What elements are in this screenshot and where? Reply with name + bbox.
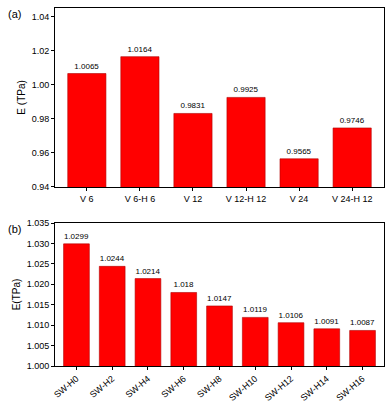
svg-text:SW-H8: SW-H8 bbox=[195, 374, 224, 400]
svg-text:1.0164: 1.0164 bbox=[127, 45, 152, 54]
svg-text:1.0087: 1.0087 bbox=[350, 318, 375, 327]
svg-text:V 12-H 12: V 12-H 12 bbox=[226, 194, 267, 204]
svg-text:1.0119: 1.0119 bbox=[243, 305, 267, 314]
svg-text:V 24: V 24 bbox=[290, 194, 309, 204]
svg-text:1.0244: 1.0244 bbox=[100, 254, 125, 263]
svg-text:E (TPa): E (TPa) bbox=[16, 80, 27, 114]
svg-text:1.0299: 1.0299 bbox=[64, 232, 89, 241]
svg-text:0.9831: 0.9831 bbox=[180, 101, 205, 110]
svg-text:SW-H0: SW-H0 bbox=[52, 374, 81, 400]
svg-text:1.04: 1.04 bbox=[32, 12, 50, 22]
svg-text:SW-H10: SW-H10 bbox=[227, 374, 259, 403]
svg-text:1.015: 1.015 bbox=[27, 300, 50, 310]
svg-text:(b): (b) bbox=[8, 223, 21, 235]
svg-text:(a): (a) bbox=[8, 8, 21, 20]
svg-text:1.02: 1.02 bbox=[32, 46, 50, 56]
svg-text:SW-H4: SW-H4 bbox=[124, 374, 153, 400]
svg-text:V 12: V 12 bbox=[184, 194, 203, 204]
svg-text:0.9925: 0.9925 bbox=[234, 85, 259, 94]
svg-text:SW-H16: SW-H16 bbox=[334, 374, 366, 403]
svg-text:V 6-H 6: V 6-H 6 bbox=[125, 194, 156, 204]
svg-text:1.010: 1.010 bbox=[27, 320, 50, 330]
svg-text:SW-H14: SW-H14 bbox=[299, 374, 331, 403]
svg-text:1.00: 1.00 bbox=[32, 80, 50, 90]
svg-text:1.0065: 1.0065 bbox=[74, 62, 99, 71]
svg-text:V 24-H 12: V 24-H 12 bbox=[332, 194, 373, 204]
svg-text:E(TPa): E(TPa) bbox=[11, 279, 22, 311]
svg-text:1.0091: 1.0091 bbox=[314, 317, 339, 326]
svg-text:0.9565: 0.9565 bbox=[287, 147, 312, 156]
svg-text:SW-H12: SW-H12 bbox=[263, 374, 295, 403]
svg-text:1.018: 1.018 bbox=[173, 280, 194, 289]
svg-text:1.0147: 1.0147 bbox=[207, 294, 232, 303]
svg-text:1.0106: 1.0106 bbox=[279, 311, 304, 320]
svg-text:V 6: V 6 bbox=[80, 194, 94, 204]
svg-text:1.020: 1.020 bbox=[27, 279, 50, 289]
svg-text:0.96: 0.96 bbox=[32, 148, 50, 158]
svg-text:1.0214: 1.0214 bbox=[135, 267, 160, 276]
svg-text:0.94: 0.94 bbox=[32, 182, 50, 192]
svg-text:1.005: 1.005 bbox=[27, 341, 50, 351]
svg-text:1.025: 1.025 bbox=[27, 259, 50, 269]
svg-text:0.98: 0.98 bbox=[32, 114, 50, 124]
svg-text:1.030: 1.030 bbox=[27, 239, 50, 249]
svg-text:0.9746: 0.9746 bbox=[340, 116, 365, 125]
svg-text:1.000: 1.000 bbox=[27, 361, 50, 371]
svg-text:1.035: 1.035 bbox=[27, 218, 50, 228]
svg-text:SW-H2: SW-H2 bbox=[88, 374, 117, 400]
svg-text:SW-H6: SW-H6 bbox=[159, 374, 188, 400]
